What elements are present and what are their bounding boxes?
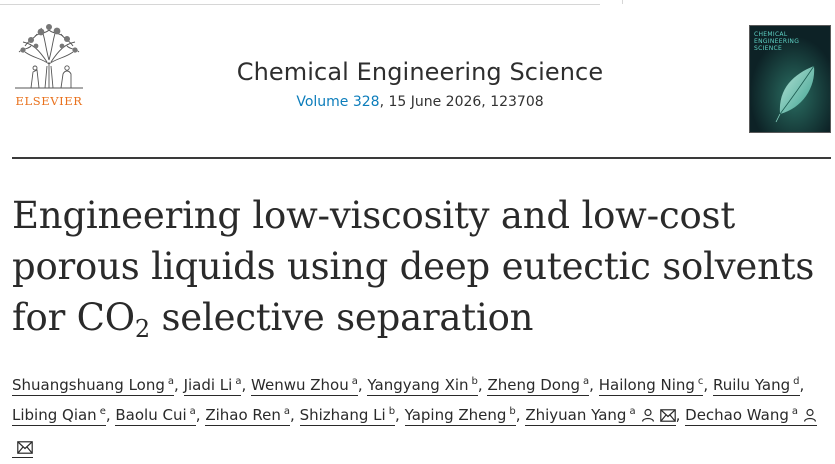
affiliation-marker: a (167, 376, 175, 387)
author-name: Yangyang Xin (367, 376, 469, 394)
affiliation-marker: d (793, 376, 800, 387)
author-link[interactable]: Dechao Wang a (12, 406, 818, 458)
author-name: Ruilu Yang (712, 376, 791, 394)
author-link[interactable]: Yangyang Xin b (367, 376, 478, 396)
author-link[interactable]: Jiadi Li a (183, 376, 242, 396)
journal-header: Chemical Engineering Science Volume 328,… (160, 58, 680, 110)
volume-link[interactable]: Volume 328 (296, 94, 380, 110)
author-name: Dechao Wang (685, 406, 789, 424)
article-title-end: selective separation (149, 296, 534, 339)
top-divider-tick (622, 0, 623, 4)
author-name: Yaping Zheng (404, 406, 507, 424)
affiliation-marker: b (509, 406, 516, 417)
cover-title: CHEMICAL ENGINEERING SCIENCE (754, 31, 800, 52)
author-separator: , (589, 376, 599, 394)
author-name: Hailong Ning (598, 376, 695, 394)
affiliation-marker: c (697, 376, 704, 387)
author-name: Zheng Dong (487, 376, 581, 394)
author-separator: , (675, 406, 686, 424)
author-name: Jiadi Li (183, 376, 233, 394)
author-name: Zihao Ren (205, 406, 281, 424)
envelope-icon (17, 434, 33, 464)
affiliation-marker: a (583, 376, 590, 387)
article-title-subscript: 2 (134, 315, 150, 343)
affiliation-marker: b (471, 376, 478, 387)
affiliation-marker: a (283, 406, 291, 417)
affiliation-marker: a (235, 376, 242, 387)
publisher-name: ELSEVIER (15, 94, 83, 108)
author-link[interactable]: Shuangshuang Long a (12, 376, 175, 396)
author-link[interactable]: Yaping Zheng b (404, 406, 516, 426)
journal-title[interactable]: Chemical Engineering Science (236, 58, 604, 86)
person-icon (641, 402, 655, 432)
author-separator: , (799, 376, 805, 394)
cover-leaf-icon (750, 26, 830, 132)
author-link[interactable]: Ruilu Yang d (712, 376, 800, 396)
author-link[interactable]: Libing Qian e (12, 406, 106, 426)
author-separator: , (174, 376, 184, 394)
author-separator: , (195, 406, 206, 424)
affiliation-marker: e (99, 406, 106, 417)
affiliation-marker: a (791, 406, 799, 417)
author-list: Shuangshuang Long a, Jiadi Li a, Wenwu Zho… (12, 370, 827, 464)
elsevier-tree-icon (15, 24, 83, 89)
author-separator: , (395, 406, 405, 424)
journal-meta: Volume 328, 15 June 2026, 123708 (160, 94, 680, 110)
author-separator: , (357, 376, 368, 394)
header-divider (12, 157, 831, 159)
affiliation-marker: b (388, 406, 396, 417)
envelope-icon (659, 402, 676, 432)
affiliation-marker: a (189, 406, 196, 417)
author-name: Wenwu Zhou (251, 376, 349, 394)
author-link[interactable]: Zihao Ren a (205, 406, 291, 426)
author-separator: , (241, 376, 252, 394)
author-separator: , (105, 406, 116, 424)
author-separator: , (515, 406, 526, 424)
author-link[interactable]: Baolu Cui a (115, 406, 196, 426)
author-name: Baolu Cui (115, 406, 187, 424)
author-separator: , (290, 406, 300, 424)
issue-details: , 15 June 2026, 123708 (379, 94, 544, 110)
article-title-main: Engineering low-viscosity and low-cost p… (12, 194, 815, 339)
affiliation-marker: a (351, 376, 358, 387)
author-name: Shizhang Li (299, 406, 386, 424)
person-icon (803, 402, 817, 432)
author-link[interactable]: Zheng Dong a (487, 376, 590, 396)
affiliation-marker: a (629, 406, 636, 417)
author-name: Shuangshuang Long (12, 376, 165, 394)
journal-cover[interactable]: CHEMICAL ENGINEERING SCIENCE (749, 25, 831, 133)
top-divider (0, 4, 600, 5)
author-name: Zhiyuan Yang (525, 406, 627, 424)
publisher-logo[interactable]: ELSEVIER (11, 22, 87, 112)
author-separator: , (703, 376, 713, 394)
author-link[interactable]: Zhiyuan Yang a (525, 406, 676, 426)
author-link[interactable]: Shizhang Li b (299, 406, 396, 426)
author-name: Libing Qian (12, 406, 97, 424)
author-separator: , (477, 376, 488, 394)
author-link[interactable]: Hailong Ning c (598, 376, 704, 396)
article-title: Engineering low-viscosity and low-cost p… (12, 190, 827, 343)
author-link[interactable]: Wenwu Zhou a (251, 376, 358, 396)
